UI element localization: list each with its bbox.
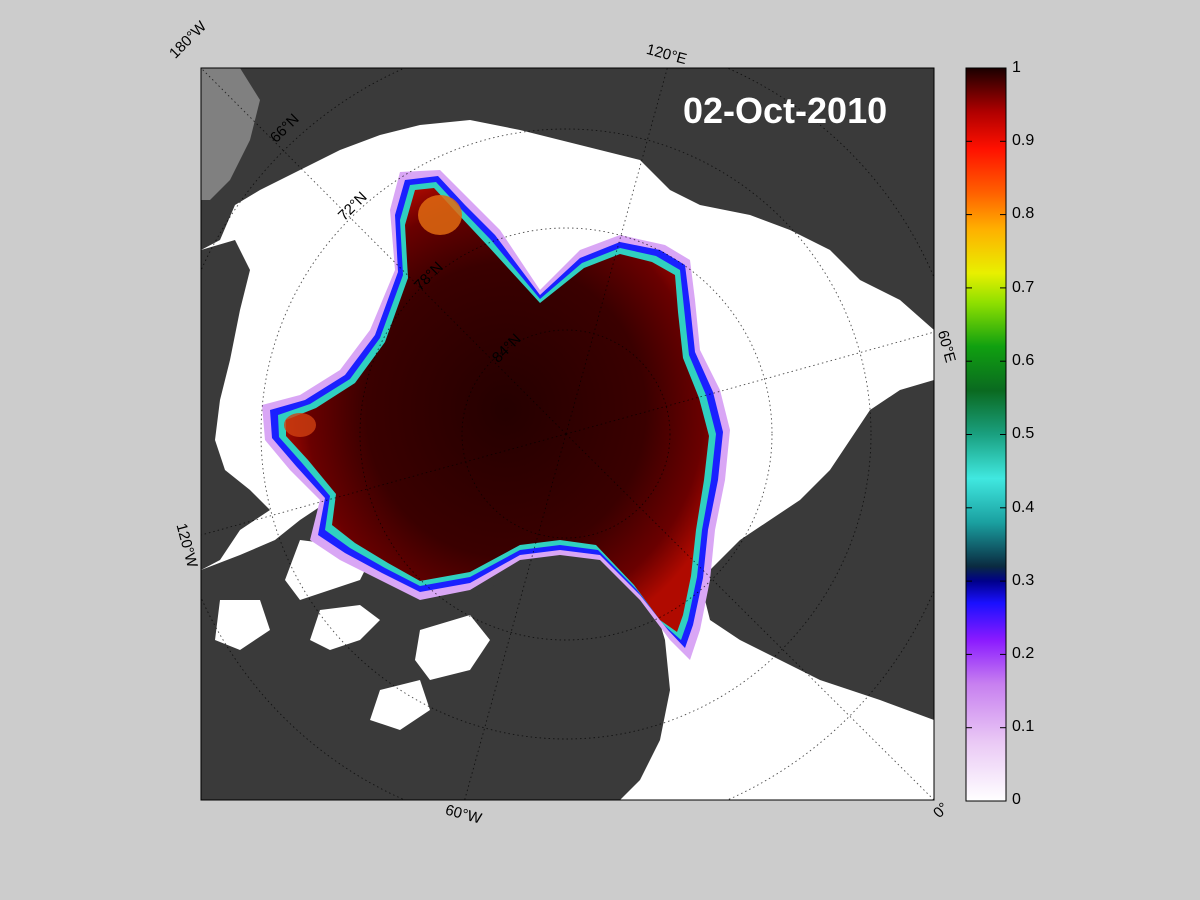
colorbar-tick-label: 1	[1012, 59, 1021, 76]
colorbar	[965, 67, 1007, 802]
colorbar-tick-label: 0.9	[1012, 132, 1035, 149]
colorbar-ticks	[966, 67, 1006, 729]
colorbar-tick-label: 0.7	[1012, 279, 1035, 296]
colorbar-tick-label: 0.3	[1012, 572, 1035, 589]
colorbar-tick-label: 0.1	[1012, 718, 1035, 735]
colorbar-tick-label: 0.6	[1012, 352, 1035, 369]
colorbar-tick-label: 0.5	[1012, 425, 1035, 442]
colorbar-tick-label: 0.4	[1012, 499, 1035, 516]
land-light	[201, 68, 260, 200]
map-frame	[200, 67, 935, 801]
date-label: 02-Oct-2010	[683, 90, 888, 131]
colorbar-tick-label: 0.8	[1012, 205, 1035, 222]
graticule	[201, 68, 934, 800]
ice-orange-patch	[418, 195, 462, 235]
colorbar-tick-label: 0	[1012, 791, 1021, 808]
ice-orange-patch	[284, 413, 316, 437]
colorbar-tick-label: 0.2	[1012, 645, 1035, 662]
